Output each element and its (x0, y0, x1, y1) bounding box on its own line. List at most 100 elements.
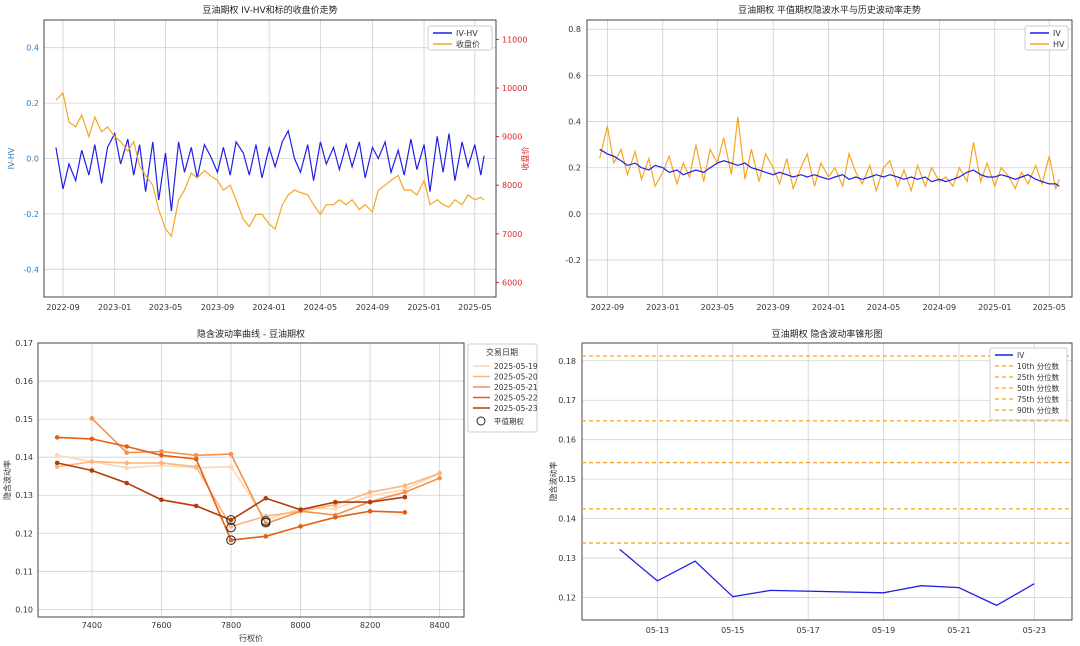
series-line-close-price (55, 91, 485, 238)
data-point (367, 489, 373, 495)
x-tick-label: 2024-01 (812, 303, 845, 312)
y-tick-label: 0.17 (15, 339, 33, 348)
data-point (124, 460, 129, 466)
series-2025-05-22 (54, 435, 408, 543)
y-axis-label: 隐含波动率 (548, 462, 558, 502)
series-line (56, 454, 441, 521)
atm-marker (226, 522, 236, 533)
data-point (437, 470, 442, 476)
data-point (54, 452, 60, 458)
x-tick-label: 2024-05 (304, 303, 337, 312)
data-point (228, 464, 234, 469)
x-tick-label: 2022-09 (591, 303, 624, 312)
y-tick-label: 0.10 (15, 605, 33, 614)
chart-title: 隐含波动率曲线 - 豆油期权 (197, 328, 305, 340)
data-point (298, 524, 303, 529)
x-tick-label: 05-17 (797, 626, 820, 635)
plot-frame (43, 19, 497, 298)
data-point (193, 456, 199, 462)
data-point (159, 449, 164, 454)
data-point (124, 450, 129, 455)
legend-label: IV (1017, 351, 1025, 360)
data-point (54, 435, 60, 440)
data-point (89, 468, 95, 473)
legend-label: IV-HV (456, 29, 478, 38)
data-point (333, 506, 338, 511)
x-tick-label: 7800 (221, 621, 241, 630)
data-point (124, 465, 129, 471)
data-point (402, 489, 408, 495)
plot-frame (586, 19, 1073, 298)
y-tick-label: 0.14 (558, 515, 576, 524)
data-point (367, 508, 373, 514)
plot-area (55, 91, 485, 238)
x-tick-label: 2024-09 (356, 303, 389, 312)
x-tick-label: 05-15 (721, 626, 744, 635)
x-tick-label: 05-13 (646, 626, 669, 635)
chart-title: 豆油期权 IV-HV和标的收盘价走势 (202, 4, 337, 16)
y-tick-label: 0.17 (558, 396, 576, 405)
data-point (54, 460, 60, 466)
data-point (437, 475, 442, 481)
x-axis-label: 行权价 (239, 633, 263, 643)
plot-frame (37, 342, 465, 618)
legend-label: 90th 分位数 (1017, 405, 1060, 415)
x-tick-label: 2023-05 (701, 303, 734, 312)
data-point (367, 499, 373, 505)
legend-label: 2025-05-22 (494, 394, 538, 403)
chart-title: 豆油期权 平值期权隐波水平与历史波动率走势 (738, 4, 921, 16)
y-tick-label: 0.8 (568, 25, 581, 34)
data-point (89, 436, 95, 442)
chart-title: 豆油期权 隐含波动率锥形图 (772, 328, 883, 340)
legend-label: 75th 分位数 (1017, 394, 1060, 404)
data-point (298, 507, 303, 512)
data-point (367, 493, 373, 499)
y-tick-label: 0.12 (558, 594, 576, 603)
series-line (56, 460, 440, 528)
data-point (193, 464, 199, 469)
data-point (228, 537, 234, 543)
legend-label: 2025-05-23 (494, 404, 538, 413)
series-line-hv (599, 116, 1060, 194)
series-2025-05-23 (54, 460, 408, 523)
y-axis-label: 隐含波动率 (2, 460, 12, 500)
data-point (333, 499, 338, 505)
y-tick-label: 0.16 (558, 436, 576, 445)
y-tick-label: 0.0 (568, 210, 581, 219)
x-tick-label: 2023-01 (98, 303, 131, 312)
data-point (402, 494, 408, 500)
data-point (89, 459, 95, 465)
data-point (228, 524, 234, 529)
legend-label: 收盘价 (456, 39, 480, 49)
x-tick-label: 2025-01 (978, 303, 1011, 312)
x-tick-label: 2022-09 (46, 303, 79, 312)
atm-marker (226, 515, 236, 525)
x-tick-label: 2025-01 (407, 303, 440, 312)
data-point (193, 503, 199, 509)
x-tick-label: 7400 (82, 621, 102, 630)
chart-iv-cone: 05-13 05-15 05-17 05-19 05-21 05-23 0.12 0.13 0.… (548, 328, 1073, 635)
data-point (263, 495, 269, 501)
legend-title: 交易日期 (486, 347, 518, 357)
atm-marker (260, 517, 271, 528)
chart-iv-vs-hv: 2022-09 2023-01 2023-05 2023-09 2024-01 2024-… (565, 4, 1073, 312)
data-point (54, 464, 60, 469)
x-tick-label: 2024-05 (867, 303, 900, 312)
y-left-tick-label: -0.4 (23, 265, 39, 274)
x-tick-label: 2024-01 (252, 303, 285, 312)
y-tick-label: 0.15 (15, 415, 33, 424)
legend-label: 2025-05-19 (494, 362, 538, 371)
x-tick-label: 2024-09 (923, 303, 956, 312)
y-tick-label: 0.14 (15, 453, 33, 462)
y-right-tick-label: 8000 (502, 181, 522, 190)
y-right-tick-label: 7000 (502, 230, 522, 239)
x-tick-label: 05-23 (1023, 626, 1046, 635)
y-tick-label: 0.11 (15, 567, 33, 576)
legend-label: HV (1053, 40, 1065, 49)
y-tick-label: 0.15 (558, 475, 576, 484)
legend-label: 2025-05-20 (494, 373, 538, 382)
legend-label: 平值期权 (494, 416, 524, 426)
series-line-iv (619, 548, 1035, 607)
